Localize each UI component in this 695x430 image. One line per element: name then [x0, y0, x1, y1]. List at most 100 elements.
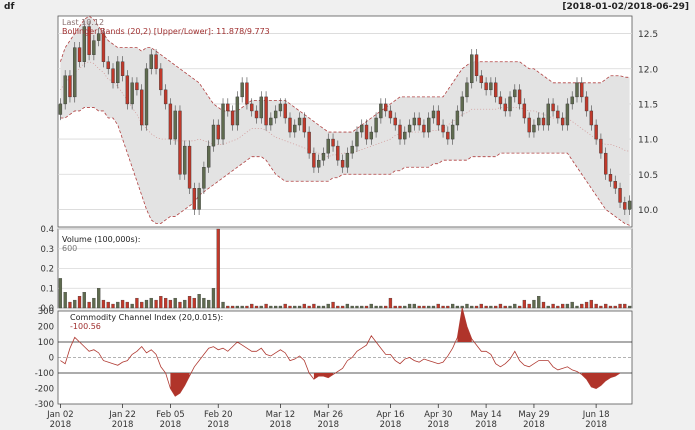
candle-down: [340, 159, 345, 168]
candle-down: [226, 103, 230, 112]
candle-down: [527, 117, 531, 133]
volume-bar: [245, 305, 249, 309]
x-tick-label: Jun 18: [582, 410, 610, 420]
x-tick-label: Feb 05: [156, 410, 185, 420]
volume-bar: [570, 301, 574, 309]
volume-bar: [503, 305, 507, 309]
candle-down: [159, 68, 163, 91]
cci-y-tick-label: -200: [35, 385, 54, 395]
volume-bar: [250, 303, 254, 309]
volume-bar: [149, 297, 153, 309]
candle-up: [460, 96, 464, 112]
last-price-label: Last 10.12: [62, 18, 104, 27]
volume-bar: [431, 305, 436, 309]
candle-down: [417, 117, 421, 126]
candle-down: [68, 75, 72, 98]
candle-down: [589, 110, 594, 126]
bollinger-lower-line: [60, 107, 630, 226]
candle-up: [570, 96, 574, 105]
volume-bar: [508, 305, 512, 309]
volume-bar: [116, 301, 120, 309]
candle-down: [154, 54, 158, 69]
volume-bar: [274, 305, 278, 309]
candle-down: [560, 117, 565, 126]
x-tick-year: 2018: [160, 420, 182, 430]
candle-up: [269, 117, 273, 126]
volume-bar: [599, 305, 603, 309]
candle-up: [278, 103, 283, 112]
volume-bar: [398, 305, 402, 309]
candle-up: [144, 68, 149, 126]
candle-up: [149, 54, 153, 69]
candle-up: [73, 47, 77, 98]
volume-bar: [87, 301, 91, 309]
candle-down: [608, 174, 613, 182]
volume-bar: [407, 303, 412, 309]
cci-last-value: -100.56: [70, 322, 101, 331]
volume-bar: [580, 303, 584, 309]
bollinger-legend: Bollinger Bands (20,2) [Upper/Lower]: 11…: [62, 27, 270, 36]
volume-bar: [489, 305, 493, 309]
candle-up: [350, 145, 354, 154]
volume-bar: [527, 303, 531, 309]
volume-bar: [235, 305, 240, 309]
volume-bar: [207, 299, 211, 309]
candle-up: [532, 124, 536, 133]
volume-bar: [321, 305, 326, 309]
volume-bar: [541, 301, 546, 309]
volume-bar: [594, 303, 598, 309]
cci-y-tick-label: 100: [38, 338, 54, 348]
candle-up: [565, 103, 570, 126]
volume-bar: [278, 305, 283, 309]
candle-down: [307, 131, 311, 154]
volume-bar: [618, 303, 622, 309]
candle-down: [168, 103, 173, 140]
candle-down: [584, 96, 589, 112]
volume-bar: [140, 301, 144, 309]
volume-bar: [345, 303, 350, 309]
volume-bar: [159, 295, 163, 309]
volume-bar: [575, 305, 579, 309]
candle-up: [116, 61, 120, 84]
x-tick-label: Apr 16: [376, 410, 404, 420]
volume-bar: [517, 305, 522, 309]
candle-down: [479, 75, 484, 84]
volume-bar: [264, 303, 268, 309]
volume-bar: [192, 297, 196, 309]
candle-up: [82, 26, 86, 62]
volume-bar: [470, 305, 474, 309]
volume-bar: [111, 303, 115, 309]
volume-bar: [565, 303, 570, 309]
volume-title: Volume (100,000s):: [62, 235, 140, 244]
x-tick-year: 2018: [380, 420, 402, 430]
candle-up: [374, 117, 378, 133]
candle-up: [537, 117, 541, 126]
cci-y-tick-label: 0: [49, 354, 54, 364]
candle-up: [221, 103, 225, 140]
volume-bar: [336, 305, 340, 309]
volume-bar: [293, 305, 297, 309]
candle-up: [293, 124, 297, 133]
volume-bar: [379, 305, 383, 309]
volume-bar: [240, 305, 244, 309]
volume-bar: [608, 305, 613, 309]
cci-y-tick-label: 300: [38, 307, 54, 317]
candle-down: [604, 152, 608, 175]
volume-bar: [360, 305, 364, 309]
volume-bar: [106, 301, 110, 309]
candle-up: [360, 124, 364, 133]
volume-bar: [403, 305, 407, 309]
cci-line: [60, 307, 621, 397]
candle-down: [312, 152, 316, 168]
volume-bar: [288, 305, 292, 309]
candle-up: [513, 89, 517, 98]
x-tick-year: 2018: [270, 420, 292, 430]
cci-oversold-area: [170, 373, 190, 397]
price-y-tick-label: 11.5: [638, 100, 658, 110]
cci-y-tick-label: 200: [38, 323, 54, 333]
candle-down: [264, 96, 268, 126]
volume-bar: [202, 297, 206, 309]
volume-bar: [183, 299, 187, 309]
candle-up: [235, 96, 240, 126]
volume-bar: [92, 297, 96, 309]
